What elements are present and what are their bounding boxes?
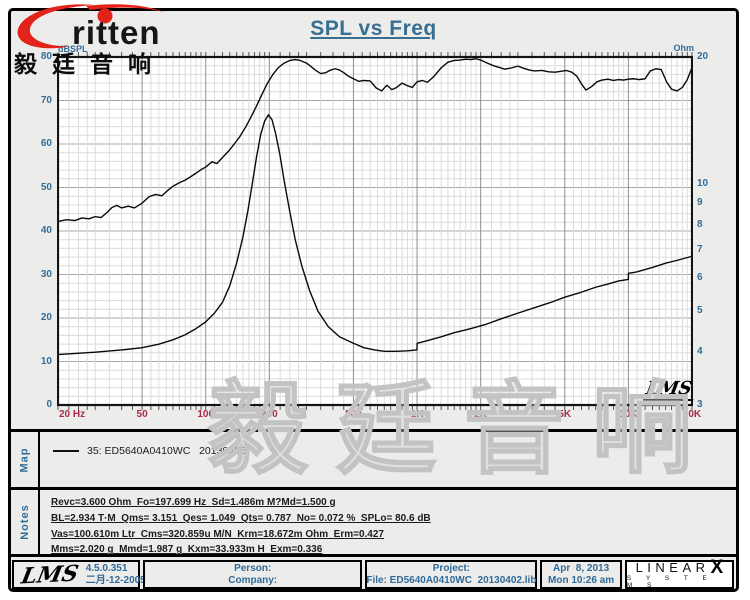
file-name: File: ED5640A0410WC 20130402.lib [366, 574, 537, 586]
project-label: Project: [432, 562, 470, 574]
linearx-x-icon: X [710, 556, 724, 578]
brand-swoosh-tail-icon [86, 4, 164, 12]
legend-line-sample [53, 450, 79, 452]
y-tick-label: 6 [697, 271, 703, 283]
y-tick-label: 50 [40, 181, 52, 193]
y-tick-label: 20 [697, 51, 709, 62]
page-title: SPL vs Freq [310, 17, 437, 40]
report-time: Mon 10:26 am [548, 574, 615, 586]
x-tick-label: 2K [474, 409, 488, 420]
y-left-axis-title: dBSPL [58, 44, 88, 54]
driver-parameters: Revc=3.600 Ohm Fo=197.699 Hz Sd=1.486m M… [51, 495, 431, 558]
spl-vs-freq-plot [57, 52, 693, 410]
y-tick-label: 40 [40, 225, 52, 236]
status-footer: LMS 4.5.0.351 二月-12-2005 Person: Company… [12, 556, 735, 589]
x-tick-label: 5K [558, 409, 572, 420]
notes-section: Notes Revc=3.600 Ohm Fo=197.699 Hz Sd=1.… [11, 487, 736, 557]
y-tick-label: 10 [40, 355, 52, 367]
y-tick-label: 9 [697, 197, 703, 209]
parameter-line: BL=2.934 T·M Qms= 3.151 Qes= 1.049 Qts= … [51, 512, 431, 524]
map-side-strip: Map [11, 432, 40, 487]
parameter-line: Vas=100.610m Ltr Cms=320.859u M/N Krm=18… [51, 528, 384, 540]
y-tick-label: 80 [40, 51, 52, 62]
x-tick-label: 500 [345, 409, 362, 420]
brand-cjk-text: 毅廷音响 [14, 51, 166, 77]
parameter-line: Revc=3.600 Ohm Fo=197.699 Hz Sd=1.486m M… [51, 497, 336, 508]
notes-side-strip: Notes [11, 490, 40, 554]
spl-curve [57, 58, 693, 223]
brand-dot-icon [97, 8, 113, 24]
brand-logo: ritten [17, 4, 164, 51]
x-tick-label: 100 [197, 409, 215, 420]
curve-legend: 35: ED5640A0410WC 20130406 [53, 445, 246, 457]
linearx-logo-cell: LINEAR X S Y S T E M S [624, 556, 735, 589]
lms-footer-logo: LMS [19, 560, 81, 589]
footer-version-cell: LMS 4.5.0.351 二月-12-2005 [12, 560, 146, 589]
y-tick-label: 20 [40, 312, 52, 323]
footer-date-cell: Apr 8, 2013 Mon 10:26 am [540, 560, 622, 589]
version-number: 4.5.0.351 [85, 562, 128, 574]
report-date: Apr 8, 2013 [553, 562, 610, 574]
y-tick-label: 8 [697, 219, 703, 231]
y-tick-label: 5 [697, 305, 703, 317]
footer-person-cell: Person: Company: [142, 560, 363, 589]
x-tick-label: 20 Hz [59, 409, 86, 420]
y-right-axis-title: Ohm [673, 43, 694, 53]
map-section: Map 35: ED5640A0410WC 20130406 [11, 429, 736, 487]
y-tick-label: 3 [697, 399, 703, 410]
map-label: Map [18, 447, 31, 472]
x-tick-label: 20K [682, 409, 702, 420]
parameter-line: Mms=2.020 g Mmd=1.987 g Kxm=33.933m H Ex… [51, 544, 323, 556]
linearx-wordmark: LINEAR X [635, 556, 724, 578]
company-label: Company: [228, 574, 278, 586]
y-tick-label: 70 [40, 94, 52, 106]
x-tick-label: 1K [410, 409, 424, 420]
y-tick-label: 30 [40, 268, 52, 280]
legend-text: 35: ED5640A0410WC 20130406 [87, 445, 246, 457]
title-band: SPL vs Freq [11, 11, 736, 47]
brand-wordmark: ritten [72, 14, 161, 51]
person-label: Person: [234, 562, 272, 574]
watermark-cjk: 毅廷音响 [207, 373, 720, 487]
linearx-systems-text: S Y S T E M S [626, 574, 714, 589]
y-tick-label: 60 [40, 138, 52, 149]
x-tick-label: 50 [136, 409, 148, 420]
footer-project-cell: Project: File: ED5640A0410WC 20130402.li… [365, 560, 538, 589]
x-tick-label: 10K [619, 409, 638, 420]
y-tick-label: 0 [46, 399, 52, 410]
brand-swoosh-icon [17, 4, 94, 49]
version-date: 二月-12-2005 [85, 574, 146, 586]
y-tick-label: 10 [697, 178, 709, 190]
y-tick-label: 7 [697, 243, 703, 255]
x-tick-label: 200 [260, 409, 278, 420]
impedance-curve [57, 114, 693, 356]
y-tick-label: 4 [697, 346, 703, 358]
notes-label: Notes [18, 504, 31, 540]
